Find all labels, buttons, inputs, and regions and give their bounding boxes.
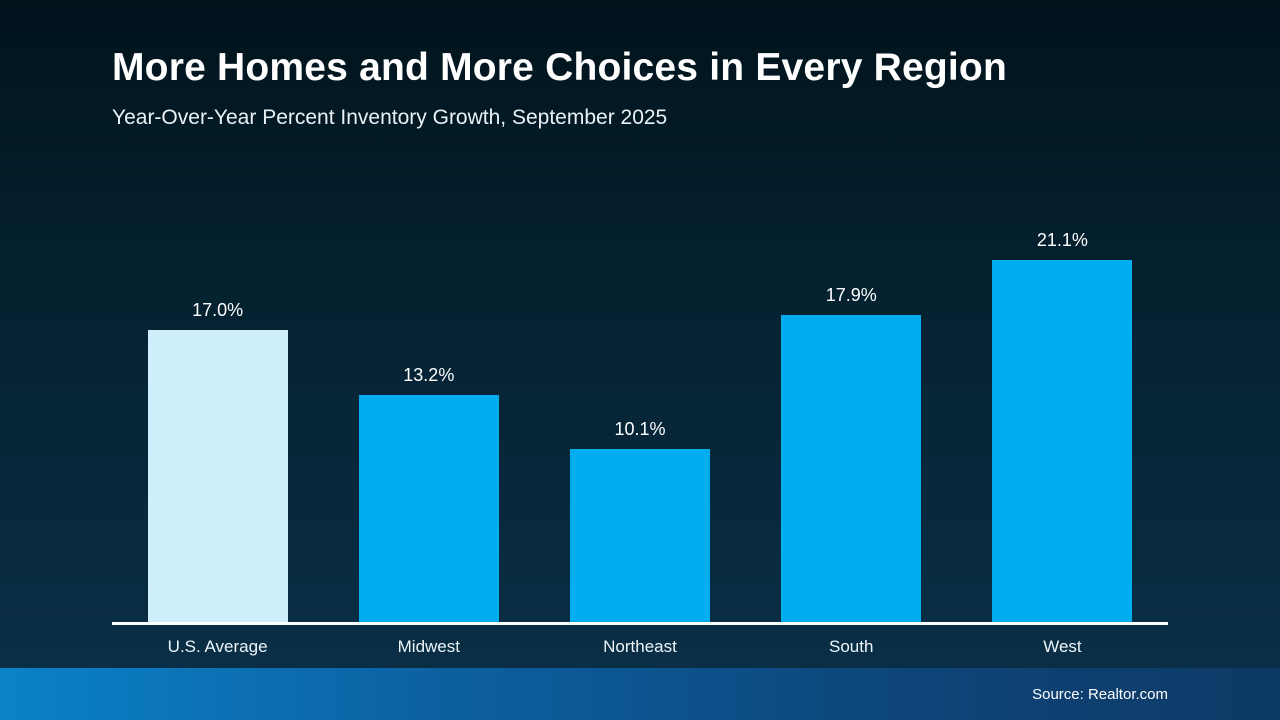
bar-value-label: 17.9% — [825, 285, 877, 305]
category-label: West — [1043, 637, 1082, 656]
bar-midwest — [358, 395, 499, 622]
bar-value-label: 17.0% — [192, 300, 244, 320]
bar-column: 17.0% — [112, 300, 323, 622]
source-label: Source: Realtor.com — [1032, 685, 1168, 703]
chart-subtitle: Year-Over-Year Percent Inventory Growth,… — [112, 106, 668, 129]
bar-value-label: 21.1% — [1036, 230, 1088, 250]
category-label: U.S. Average — [167, 637, 268, 656]
bar-value-label: 10.1% — [614, 419, 666, 439]
bar-value-label: 13.2% — [403, 365, 455, 385]
category-label: Midwest — [397, 637, 460, 656]
bars-row: 17.0% 13.2% 10.1% 17.9% 21.1% — [112, 210, 1168, 622]
bar-column: 10.1% — [534, 419, 745, 622]
bar-column: 21.1% — [957, 230, 1168, 622]
bar-west — [992, 260, 1133, 622]
bar-south — [781, 315, 922, 622]
chart-title: More Homes and More Choices in Every Reg… — [112, 46, 1007, 89]
bar-northeast — [570, 449, 710, 622]
footer-bar: Source: Realtor.com — [0, 668, 1280, 720]
bar-u-s-average — [147, 330, 288, 622]
category-label: South — [828, 637, 874, 656]
bar-chart: 17.0% 13.2% 10.1% 17.9% 21.1% U.S. Average Mi… — [112, 210, 1168, 657]
bar-column: 17.9% — [746, 285, 957, 622]
x-axis-line — [112, 622, 1168, 625]
category-label: Northeast — [603, 637, 677, 656]
bar-column: 13.2% — [323, 365, 534, 622]
category-labels-row: U.S. Average Midwest Northeast South West — [112, 637, 1168, 657]
